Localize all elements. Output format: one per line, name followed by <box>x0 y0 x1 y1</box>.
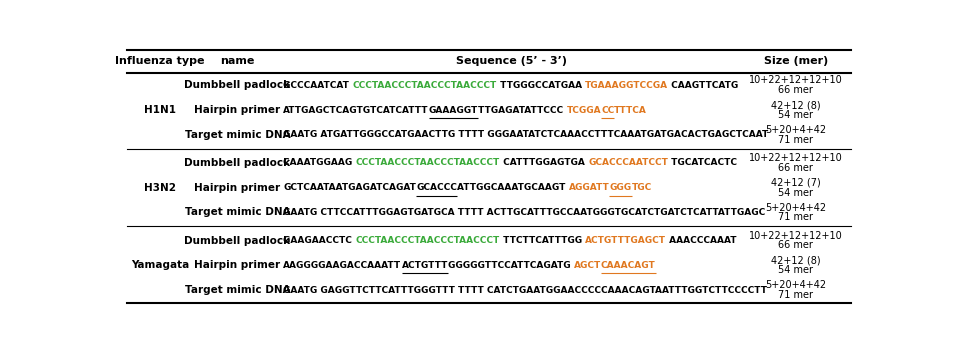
Text: ACTGTTTGAGCT: ACTGTTTGAGCT <box>584 236 665 245</box>
Text: Target mimic DNA: Target mimic DNA <box>185 285 290 295</box>
Text: GCCCAATCAT: GCCCAATCAT <box>283 81 352 90</box>
Text: GAATG ATGATTGGGCCATGAACTTG TTTT GGGAATATCTCAAACCTTTCAAATGATGACACTGAGCTCAAT: GAATG ATGATTGGGCCATGAACTTG TTTT GGGAATAT… <box>283 130 768 139</box>
Text: Influenza type: Influenza type <box>115 56 205 66</box>
Text: 42+12 (8): 42+12 (8) <box>770 255 820 265</box>
Text: GAAAGGT: GAAAGGT <box>429 105 477 114</box>
Text: TTGGGCCATGAA: TTGGGCCATGAA <box>497 81 584 90</box>
Text: ATTGGCAAATGCAAGT: ATTGGCAAATGCAAGT <box>456 183 568 192</box>
Text: CCCTAACCCTAACCCTAACCCT: CCCTAACCCTAACCCTAACCCT <box>352 81 497 90</box>
Text: 42+12 (8): 42+12 (8) <box>770 100 820 110</box>
Text: Sequence (5’ - 3’): Sequence (5’ - 3’) <box>456 56 567 66</box>
Text: GCACCCAATCCT: GCACCCAATCCT <box>587 158 667 168</box>
Text: AGGATT: AGGATT <box>568 183 609 192</box>
Text: CATTTGGAGTGA: CATTTGGAGTGA <box>499 158 587 168</box>
Text: 54 mer: 54 mer <box>778 188 812 198</box>
Text: Size (mer): Size (mer) <box>762 56 827 66</box>
Text: 71 mer: 71 mer <box>778 135 812 145</box>
Text: Yamagata: Yamagata <box>131 260 189 270</box>
Text: CCCTAACCCTAACCCTAACCCT: CCCTAACCCTAACCCTAACCCT <box>355 236 499 245</box>
Text: TGC: TGC <box>631 183 651 192</box>
Text: Dumbbell padlock: Dumbbell padlock <box>184 80 291 90</box>
Text: GGGGGTTCCATTCAGATG: GGGGGTTCCATTCAGATG <box>447 261 573 270</box>
Text: 66 mer: 66 mer <box>778 240 812 251</box>
Text: Dumbbell padlock: Dumbbell padlock <box>184 158 291 168</box>
Text: CC: CC <box>600 105 614 114</box>
Text: TGCATCACTC: TGCATCACTC <box>667 158 736 168</box>
Text: 10+22+12+12+10: 10+22+12+12+10 <box>748 153 841 163</box>
Text: 42+12 (7): 42+12 (7) <box>770 178 820 188</box>
Text: Target mimic DNA: Target mimic DNA <box>185 130 290 140</box>
Text: TTGAGATATTCCC: TTGAGATATTCCC <box>477 105 566 114</box>
Text: GAATG CTTCCATTTGGAGTGATGCA TTTT ACTTGCATTTGCCAATGGGTGCATCTGATCTCATTATTGAGC: GAATG CTTCCATTTGGAGTGATGCA TTTT ACTTGCAT… <box>283 208 765 217</box>
Text: 54 mer: 54 mer <box>778 110 812 120</box>
Text: CCCTAACCCTAACCCTAACCCT: CCCTAACCCTAACCCTAACCCT <box>355 158 499 168</box>
Text: 66 mer: 66 mer <box>778 85 812 95</box>
Text: 66 mer: 66 mer <box>778 163 812 173</box>
Text: 71 mer: 71 mer <box>778 213 812 222</box>
Text: H3N2: H3N2 <box>144 183 175 193</box>
Text: TTTCA: TTTCA <box>614 105 646 114</box>
Text: CAAGTTCATG: CAAGTTCATG <box>667 81 738 90</box>
Text: Hairpin primer: Hairpin primer <box>194 105 280 115</box>
Text: GAATG GAGGTTCTTCATTTGGGTTT TTTT CATCTGAATGGAACCCCCAAACAGTAATTTGGTCTTCCCCTT: GAATG GAGGTTCTTCATTTGGGTTT TTTT CATCTGAA… <box>283 285 766 295</box>
Text: GCTCAATAATGAGATCAGAT: GCTCAATAATGAGATCAGAT <box>283 183 416 192</box>
Text: AAACCCAAAT: AAACCCAAAT <box>665 236 736 245</box>
Text: name: name <box>220 56 254 66</box>
Text: Target mimic DNA: Target mimic DNA <box>185 207 290 217</box>
Text: Hairpin primer: Hairpin primer <box>194 183 280 193</box>
Text: 5+20+4+42: 5+20+4+42 <box>764 125 825 135</box>
Text: 71 mer: 71 mer <box>778 290 812 300</box>
Text: 5+20+4+42: 5+20+4+42 <box>764 280 825 290</box>
Text: GGG: GGG <box>609 183 631 192</box>
Text: H1N1: H1N1 <box>144 105 175 115</box>
Text: TTCTTCATTTGG: TTCTTCATTTGG <box>499 236 584 245</box>
Text: ACTGTTT: ACTGTTT <box>401 261 447 270</box>
Text: GAAGAACCTC: GAAGAACCTC <box>283 236 355 245</box>
Text: CAAACAGT: CAAACAGT <box>600 261 655 270</box>
Text: ATTGAGCTCAGTGTCATCATTT: ATTGAGCTCAGTGTCATCATTT <box>283 105 429 114</box>
Text: 54 mer: 54 mer <box>778 265 812 275</box>
Text: AAGGGGAAGACCAAATT: AAGGGGAAGACCAAATT <box>283 261 401 270</box>
Text: Dumbbell padlock: Dumbbell padlock <box>184 236 291 245</box>
Text: 10+22+12+12+10: 10+22+12+12+10 <box>748 231 841 240</box>
Text: TCGGA: TCGGA <box>566 105 600 114</box>
Text: 5+20+4+42: 5+20+4+42 <box>764 202 825 213</box>
Text: 10+22+12+12+10: 10+22+12+12+10 <box>748 75 841 85</box>
Text: AGCT: AGCT <box>573 261 600 270</box>
Text: Hairpin primer: Hairpin primer <box>194 260 280 270</box>
Text: GCACCC: GCACCC <box>416 183 456 192</box>
Text: CAAATGGAAG: CAAATGGAAG <box>283 158 355 168</box>
Text: TGAAAGGTCCGA: TGAAAGGTCCGA <box>584 81 667 90</box>
